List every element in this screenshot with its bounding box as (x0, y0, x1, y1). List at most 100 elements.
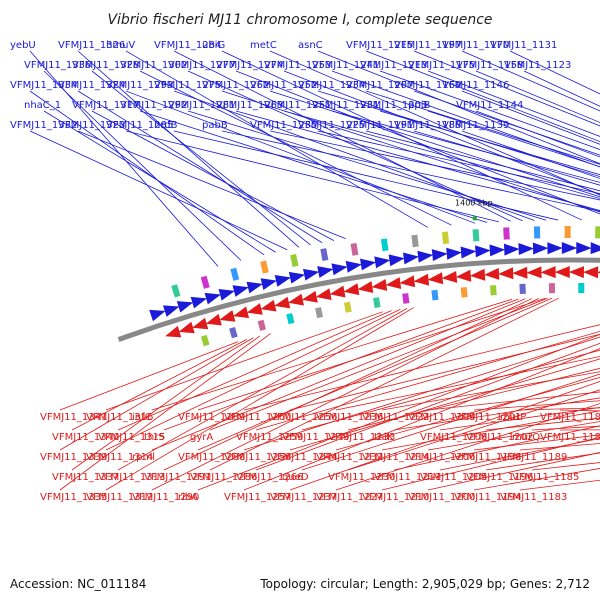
inner-feature-block (460, 287, 468, 298)
gene-label: VFMJ11_1292 (120, 100, 187, 111)
accession-text: Accession: NC_011184 (10, 577, 146, 591)
gene-label: VFMJ11_1252 (250, 80, 317, 91)
gene-label: VFMJ11_1207 (346, 80, 413, 91)
leader-line (59, 337, 254, 451)
plus-gene-arrow (303, 268, 320, 281)
plus-gene-arrow (218, 288, 235, 301)
outer-feature-block (595, 226, 600, 239)
minus-gene-arrow (343, 283, 360, 296)
gene-label: hmuV (106, 40, 135, 51)
minus-gene-arrow (483, 267, 500, 280)
leader-line (173, 130, 559, 221)
gene-label: VFMJ11_1185 (512, 472, 579, 483)
gene-label: VFMJ11_1208 (420, 432, 487, 443)
outer-feature-block (200, 275, 210, 289)
leader-line (151, 298, 512, 411)
leader-line (43, 70, 242, 261)
summary-text: Topology: circular; Length: 2,905,029 bp… (259, 577, 590, 591)
leader-line (485, 452, 600, 471)
leader-line (173, 90, 535, 221)
gene-label: VFMJ11_1205 (420, 472, 487, 483)
plus-gene-arrow (388, 254, 405, 267)
leader-line (289, 381, 600, 491)
outer-feature-block (260, 260, 269, 274)
leader-line (381, 436, 600, 491)
gene-label: VFMJ11_1202 (466, 432, 533, 443)
gene-label: VFMJ11_1158 (456, 60, 523, 71)
gene-label: yebU (10, 40, 36, 51)
gene-label: VFMJ11_1293 (106, 80, 173, 91)
leader-line (29, 130, 288, 251)
minus-gene-arrow (357, 281, 374, 293)
leader-line (485, 417, 600, 431)
gene-label: VFMJ11_1232 (316, 452, 383, 463)
leader-line (301, 349, 600, 431)
tick-label: 1400 kbp (455, 198, 493, 207)
leader-line (197, 297, 553, 451)
leader-line (473, 434, 600, 451)
inner-feature-block (548, 283, 556, 294)
leader-line (381, 371, 600, 411)
leader-line (71, 335, 261, 471)
gene-label: VFMJ11_1312 (86, 492, 153, 503)
gene-label: gyrA (190, 432, 213, 443)
gene-label: VFMJ11_1215 (346, 40, 413, 51)
gene-label: VFMJ11_1222 (362, 412, 429, 423)
gene-label: VFMJ11_1144 (456, 100, 523, 111)
leader-line (461, 50, 600, 112)
gene-label: murP (500, 412, 526, 423)
plus-gene-arrow (475, 245, 491, 258)
gene-label: VFMJ11_1291 (144, 472, 211, 483)
minus-gene-arrow (427, 272, 444, 285)
leader-line (269, 50, 600, 196)
leader-line (117, 310, 392, 431)
leader-line (243, 348, 600, 491)
gene-label: VFMJ11_1189 (500, 452, 567, 463)
gene-label: VFMJ11_1275 (154, 80, 221, 91)
gene-label: queD (282, 472, 309, 483)
gene-label: VFMJ11_1203 (360, 100, 427, 111)
gene-label: VFMJ11_1281 (168, 100, 235, 111)
leader-line (335, 356, 600, 411)
gene-label: VFMJ11_1323 (58, 120, 125, 131)
minus-gene-arrow (385, 277, 402, 289)
gene-label: VFMJ11_1256 (270, 412, 337, 423)
gene-label: VFMJ11_1253 (264, 60, 331, 71)
gene-label: VFMJ11_1241 (312, 60, 379, 71)
outer-feature-block (320, 248, 329, 262)
outer-feature-block (411, 234, 419, 248)
gene-label: VFMJ11_1251 (264, 100, 331, 111)
minus-gene-arrow (399, 275, 416, 288)
outer-feature-block (171, 284, 181, 298)
plus-gene-arrow (460, 246, 477, 259)
gene-label: VFMJ11_1257 (224, 492, 291, 503)
gene-label: rpml (132, 452, 155, 463)
minus-gene-arrow (441, 270, 458, 283)
gene-label: VFMJ11_1231 (312, 100, 379, 111)
gene-label: VFMJ11_1123 (504, 60, 571, 71)
inner-feature-block (578, 283, 585, 294)
plus-gene-arrow (374, 256, 391, 269)
leader-line (29, 90, 265, 256)
plus-gene-arrow (590, 242, 600, 255)
gene-label: VFMJ11_1284 (154, 40, 221, 51)
leader-line (335, 377, 600, 451)
leader-line (393, 425, 600, 471)
leader-line (379, 70, 600, 150)
plus-strand-leader-lines (29, 50, 600, 267)
plus-gene-arrow (417, 250, 434, 263)
gene-label: VFMJ11_1201 (454, 412, 521, 423)
leader-line (105, 311, 383, 411)
leader-line (243, 324, 600, 411)
plus-gene-arrow (274, 274, 292, 287)
plus-gene-arrow (176, 301, 194, 313)
plus-gene-arrow (331, 263, 348, 276)
leader-line (197, 334, 600, 491)
gene-label: VFMJ11_1340 (52, 432, 119, 443)
outer-feature-block (503, 227, 510, 240)
leader-line (255, 330, 600, 431)
leader-line (139, 70, 452, 226)
minus-gene-arrow (165, 325, 182, 338)
outer-feature-block (350, 242, 359, 256)
tick-mark (472, 216, 477, 221)
